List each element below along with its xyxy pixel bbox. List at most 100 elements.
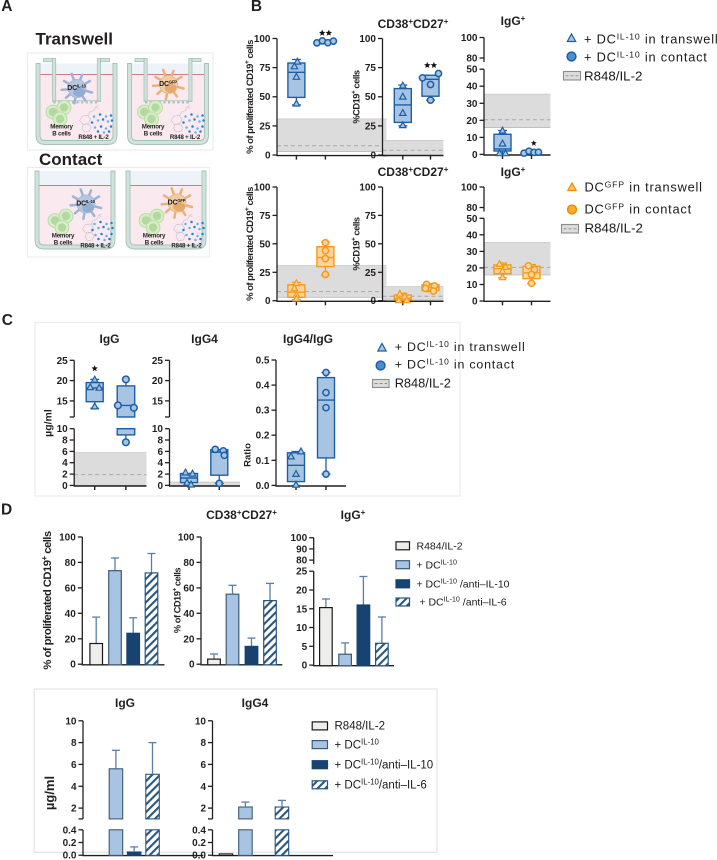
svg-text:R848/IL-2: R848/IL-2: [395, 375, 451, 390]
svg-text:75: 75: [259, 211, 271, 222]
svg-text:20: 20: [57, 376, 69, 387]
svg-text:10: 10: [57, 424, 69, 435]
svg-text:Memory: Memory: [143, 233, 166, 240]
svg-text:B cells: B cells: [144, 131, 163, 138]
svg-text:25: 25: [296, 567, 308, 578]
svg-text:10: 10: [296, 623, 308, 634]
svg-text:25: 25: [259, 121, 271, 132]
svg-text:R848/IL-2: R848/IL-2: [584, 68, 642, 83]
svg-text:50: 50: [365, 239, 377, 250]
svg-text:B: B: [251, 0, 262, 15]
svg-text:25: 25: [259, 268, 271, 279]
svg-text:IgG: IgG: [100, 332, 120, 346]
svg-text:80: 80: [296, 556, 308, 567]
svg-text:0: 0: [472, 150, 478, 161]
svg-text:100: 100: [291, 533, 308, 544]
svg-text:Memory: Memory: [52, 233, 75, 240]
svg-text:C: C: [2, 312, 13, 329]
svg-text:20: 20: [466, 116, 478, 127]
svg-text:0: 0: [370, 296, 376, 307]
svg-text:75: 75: [365, 211, 377, 222]
svg-text:0: 0: [157, 481, 163, 492]
svg-text:+ DCIL-10/anti–IL-10: + DCIL-10/anti–IL-10: [335, 758, 434, 772]
svg-text:0: 0: [265, 296, 271, 307]
svg-text:IgG+: IgG+: [341, 508, 366, 522]
svg-text:25: 25: [365, 268, 377, 279]
svg-text:100: 100: [359, 183, 376, 194]
svg-text:100: 100: [461, 183, 478, 194]
svg-text:15: 15: [57, 396, 69, 407]
svg-text:0.3: 0.3: [256, 406, 270, 417]
svg-text:% of proliferated CD19+ cells: % of proliferated CD19+ cells: [244, 187, 256, 301]
svg-text:25: 25: [57, 356, 69, 367]
svg-text:0.2: 0.2: [192, 838, 206, 849]
svg-text:R848 + IL-2: R848 + IL-2: [170, 134, 201, 141]
svg-text:10: 10: [195, 716, 207, 727]
svg-text:IgG4/IgG: IgG4/IgG: [283, 332, 333, 346]
svg-text:%CD19+ cells: %CD19+ cells: [351, 70, 362, 124]
svg-text:R848 + IL-2: R848 + IL-2: [171, 243, 202, 250]
svg-text:0: 0: [370, 151, 376, 162]
svg-text:15: 15: [296, 604, 308, 615]
svg-text:DCGFP: DCGFP: [159, 79, 177, 88]
svg-text:40: 40: [183, 609, 195, 620]
svg-text:0.0: 0.0: [256, 481, 270, 492]
svg-text:2: 2: [157, 470, 163, 481]
svg-text:R848/IL-2: R848/IL-2: [335, 721, 386, 733]
svg-text:50: 50: [259, 239, 271, 250]
svg-text:0.4: 0.4: [63, 825, 77, 836]
svg-text:Contact: Contact: [39, 150, 103, 169]
svg-text:4: 4: [71, 782, 77, 793]
svg-text:30: 30: [466, 99, 478, 110]
svg-text:+ DCIL-10 in contact: + DCIL-10 in contact: [395, 357, 515, 372]
svg-text:B cells: B cells: [145, 240, 164, 247]
svg-text:CD38+CD27+: CD38+CD27+: [206, 508, 277, 522]
svg-text:8: 8: [157, 436, 163, 447]
svg-text:D: D: [1, 502, 12, 519]
svg-text:IgG4: IgG4: [191, 332, 218, 346]
svg-text:0.4: 0.4: [256, 381, 270, 392]
svg-text:IgG+: IgG+: [501, 14, 526, 28]
svg-text:20: 20: [296, 586, 308, 597]
svg-text:6: 6: [71, 760, 77, 771]
svg-text:50: 50: [259, 92, 271, 103]
svg-text:R848 + IL-2: R848 + IL-2: [78, 134, 109, 141]
svg-text:25: 25: [152, 356, 164, 367]
svg-text:% of CD19+ cells: % of CD19+ cells: [172, 568, 183, 633]
svg-text:8: 8: [62, 436, 68, 447]
svg-text:Memory: Memory: [142, 124, 165, 131]
svg-text:100: 100: [461, 33, 478, 44]
svg-text:8: 8: [200, 738, 206, 749]
svg-text:A: A: [1, 0, 12, 15]
svg-text:+ DCIL-10 in transwell: + DCIL-10 in transwell: [395, 339, 526, 354]
svg-text:0.1: 0.1: [256, 456, 270, 467]
svg-text:µg/ml: µg/ml: [43, 409, 55, 437]
svg-text:100: 100: [59, 533, 76, 544]
svg-text:80: 80: [183, 558, 195, 569]
svg-text:50: 50: [466, 214, 478, 225]
svg-text:40: 40: [65, 609, 77, 620]
svg-text:5: 5: [302, 642, 308, 653]
svg-text:DCGFP in contact: DCGFP in contact: [585, 202, 693, 217]
svg-text:100: 100: [359, 34, 376, 45]
svg-text:10: 10: [152, 424, 164, 435]
svg-text:75: 75: [365, 63, 377, 74]
svg-text:100: 100: [178, 533, 195, 544]
svg-text:20: 20: [152, 376, 164, 387]
svg-text:0: 0: [265, 151, 271, 162]
svg-text:B cells: B cells: [52, 131, 71, 138]
svg-text:µg/ml: µg/ml: [42, 776, 57, 810]
svg-text:Transwell: Transwell: [36, 30, 113, 49]
svg-text:10: 10: [65, 716, 77, 727]
svg-text:6: 6: [157, 447, 163, 458]
svg-text:%CD19+ cells: %CD19+ cells: [351, 217, 362, 271]
svg-text:50: 50: [365, 92, 377, 103]
svg-text:80: 80: [65, 558, 77, 569]
svg-text:60: 60: [65, 583, 77, 594]
svg-text:DCGFP: DCGFP: [168, 198, 186, 207]
svg-text:0: 0: [302, 661, 308, 672]
svg-text:% of proliferated CD19+ cells: % of proliferated CD19+ cells: [244, 40, 256, 154]
svg-text:100: 100: [254, 34, 271, 45]
svg-text:+ DCIL-10/anti–IL-6: + DCIL-10/anti–IL-6: [335, 778, 427, 792]
svg-text:2: 2: [200, 804, 206, 815]
